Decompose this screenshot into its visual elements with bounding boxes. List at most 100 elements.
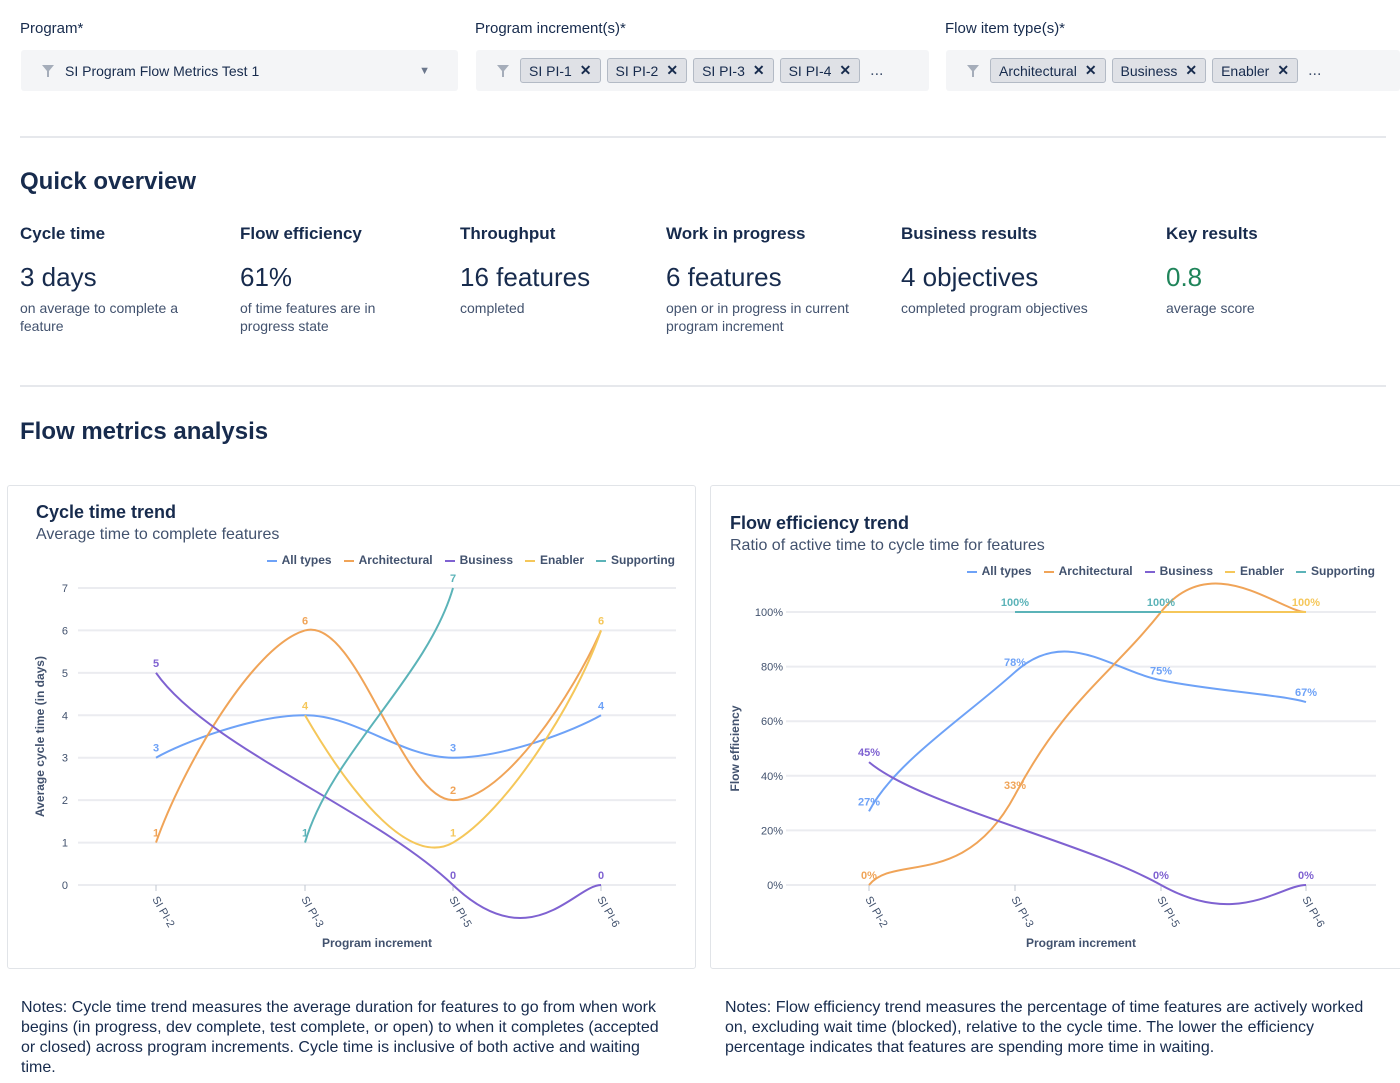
filter-chip: SI PI-2 ✕ [606,58,688,83]
legend-label: Enabler [1240,564,1285,578]
remove-chip-icon[interactable]: ✕ [579,62,592,78]
metric-description: open or in progress in current program i… [666,300,849,334]
data-label: 4 [598,700,605,712]
cycle-time-card: Cycle time trend Average time to complet… [7,485,696,969]
filter-chip: Architectural ✕ [990,58,1106,83]
metric-description: completed program objectives [901,300,1088,316]
remove-chip-icon[interactable]: ✕ [666,62,679,78]
chart-title: Flow efficiency trend [730,513,910,533]
metric-flow-efficiency: Flow efficiency 61% of time features are i… [240,224,430,335]
data-label: 1 [153,828,159,840]
program-select[interactable]: SI Program Flow Metrics Test 1 ▼ [21,50,458,91]
x-axis-label: Program increment [1026,936,1136,950]
quick-overview-title: Quick overview [20,168,197,195]
more-chips-button[interactable]: ... [870,61,884,79]
series-line-all-types [155,714,602,759]
x-tick-label: SI PI-2 [862,895,889,930]
chip-label: SI PI-3 [702,62,745,79]
metric-value: 3 days [20,262,97,292]
data-label: 33% [1004,780,1026,792]
chip-label: Architectural [999,62,1077,79]
data-label: 2 [450,785,456,797]
series-line-enabler [304,630,602,849]
y-tick-label: 60% [761,716,783,728]
legend-swatch [1225,570,1235,573]
legend-item[interactable]: Supporting [1296,564,1375,578]
chip-label: SI PI-4 [788,62,832,79]
y-tick-label: 100% [755,607,783,619]
increments-select[interactable]: SI PI-1 ✕ SI PI-2 ✕ SI PI-3 ✕ SI PI-4 ✕... [476,50,929,91]
data-label: 0% [1298,870,1314,882]
flow-metrics-title: Flow metrics analysis [20,418,269,445]
legend-item[interactable]: Enabler [525,553,584,567]
metric-throughput: Throughput 16 features completed [460,224,650,317]
y-tick-label: 1 [62,838,68,850]
data-label: 4 [302,700,309,712]
legend-swatch [596,559,607,562]
metric-value: 6 features [666,262,782,292]
data-label: 6 [302,615,308,627]
metric-work-in-progress: Work in progress 6 features open or in pro… [666,224,866,335]
chevron-down-icon: ▼ [419,64,430,77]
data-label: 100% [1001,597,1029,609]
legend-item[interactable]: Business [444,553,513,567]
x-tick-label: SI PI-6 [1299,895,1326,930]
data-label: 1 [450,828,456,840]
legend-swatch [525,559,535,562]
series-line-business [155,672,602,919]
y-tick-label: 2 [62,795,68,807]
metric-business-results: Business results 4 objectives completed pr… [901,224,1091,317]
legend-item[interactable]: Supporting [596,553,675,567]
remove-chip-icon[interactable]: ✕ [752,62,765,78]
metric-value: 0.8 [1166,262,1203,292]
data-label: 67% [1295,687,1317,699]
y-tick-label: 5 [62,668,68,680]
remove-chip-icon[interactable]: ✕ [1277,62,1290,78]
data-label: 0% [1153,870,1169,882]
metric-value: 16 features [460,262,591,292]
chart-legend: All types Architectural Business Enabler Sup… [966,564,1375,578]
data-label: 7 [450,573,456,585]
data-label: 78% [1004,657,1026,669]
remove-chip-icon[interactable]: ✕ [1084,62,1097,78]
metric-value: 4 objectives [901,262,1039,292]
chip-label: SI PI-1 [529,62,572,79]
data-label: 1 [302,828,308,840]
data-label: 0% [861,870,877,882]
data-label: 0 [598,870,604,882]
cycle-time-notes: Notes: Cycle time trend measures the ave… [21,999,659,1076]
metric-title: Flow efficiency [240,224,362,243]
legend-item[interactable]: Architectural [343,553,433,567]
remove-chip-icon[interactable]: ✕ [1185,62,1198,78]
more-chips-button[interactable]: ... [1308,61,1322,79]
filter-chip: SI PI-3 ✕ [693,58,774,83]
x-tick-label: SI PI-6 [594,895,621,930]
types-select[interactable]: Architectural ✕ Business ✕ Enabler ✕... [946,50,1400,91]
data-label: 75% [1150,665,1172,677]
remove-chip-icon[interactable]: ✕ [839,62,852,78]
filter-icon [967,64,979,77]
data-label: 3 [450,743,456,755]
metric-key-results: Key results 0.8 average score [1166,224,1356,317]
y-tick-label: 6 [62,625,68,637]
legend-label: Supporting [611,553,675,567]
y-tick-label: 3 [62,753,68,765]
data-label: 27% [858,796,880,808]
metric-title: Key results [1166,224,1258,243]
legend-item[interactable]: All types [266,553,332,567]
legend-item[interactable]: Business [1144,564,1213,578]
divider [20,385,1386,387]
legend-item[interactable]: Architectural [1043,564,1133,578]
legend-item[interactable]: All types [966,564,1032,578]
legend-swatch [966,570,977,573]
legend-label: Architectural [358,553,433,567]
legend-label: All types [981,564,1032,578]
chip-label: SI PI-2 [615,62,659,79]
data-label: 6 [598,615,604,627]
legend-label: Enabler [540,553,585,567]
series-line-architectural [868,582,1307,886]
filter-chip: Enabler ✕ [1212,58,1299,83]
line-chart: 0% 20% 40% 60% 80% 100% SI PI-2 SI PI-3 SI PI-5 S… [728,582,1376,950]
data-label: 45% [858,747,880,759]
legend-item[interactable]: Enabler [1225,564,1284,578]
